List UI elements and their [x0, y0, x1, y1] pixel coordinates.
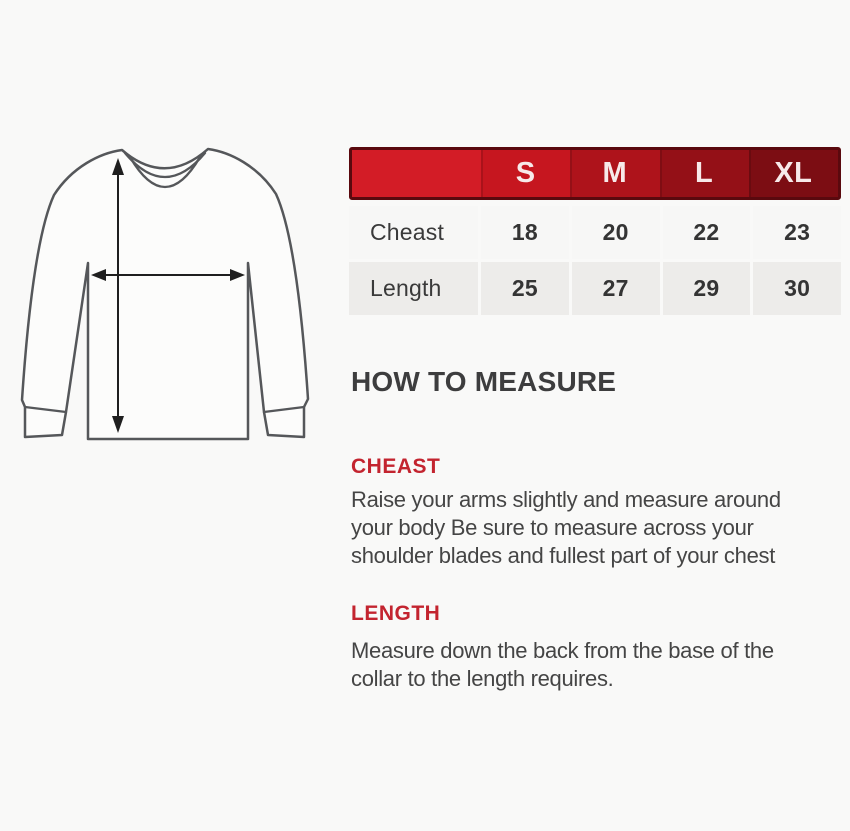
size-table: S M L XL Cheast 18 20 22 23 Length 25 27…	[349, 147, 841, 315]
right-cuff-seam	[262, 405, 306, 414]
header-cell-m: M	[570, 150, 660, 197]
length-value-s: 25	[481, 262, 569, 315]
how-to-measure-title: HOW TO MEASURE	[351, 366, 617, 397]
header-cell-s: S	[481, 150, 571, 197]
length-value-xl: 30	[753, 262, 841, 315]
shirt-outline	[20, 147, 310, 441]
length-value-m: 27	[571, 262, 660, 315]
chest-value-m: 20	[571, 206, 660, 259]
chest-arrow	[91, 269, 245, 281]
chest-value-xl: 23	[753, 206, 841, 259]
chest-value-l: 22	[662, 206, 751, 259]
chest-section-body: Raise your arms slightly and measure aro…	[351, 487, 781, 568]
collar-inner-line	[128, 155, 202, 188]
header-cell-empty	[352, 150, 481, 197]
table-row-length: Length 25 27 29 30	[349, 262, 841, 315]
length-value-l: 29	[662, 262, 751, 315]
chest-value-s: 18	[481, 206, 569, 259]
shirt-diagram	[10, 135, 350, 485]
chest-section-heading: CHEAST	[351, 455, 441, 478]
long-sleeve-shirt-illustration	[20, 147, 310, 441]
row-label-length: Length	[349, 262, 478, 315]
size-table-header: S M L XL	[349, 147, 841, 200]
length-arrow	[112, 158, 124, 433]
length-section-body: Measure down the back from the base of t…	[351, 638, 774, 691]
length-section-heading: LENGTH	[351, 602, 441, 625]
table-row-chest: Cheast 18 20 22 23	[349, 206, 841, 259]
row-label-chest: Cheast	[349, 206, 478, 259]
left-cuff-seam	[23, 405, 68, 414]
header-cell-xl: XL	[748, 150, 838, 197]
header-cell-l: L	[659, 150, 749, 197]
